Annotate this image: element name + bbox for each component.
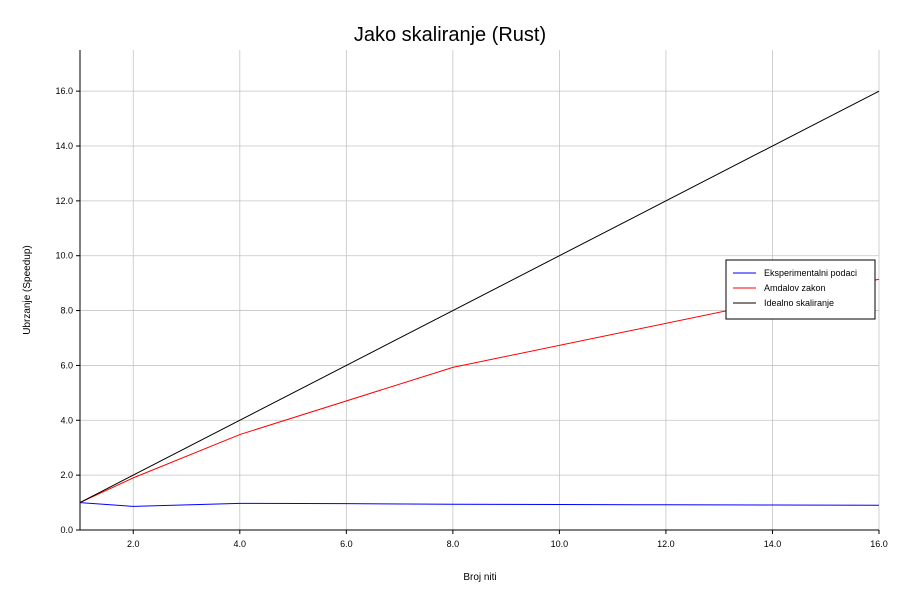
legend-label: Amdalov zakon (764, 283, 826, 293)
series-line-3 (79, 90, 880, 504)
y-tick-label: 16.0 (55, 86, 73, 96)
y-tick-label: 2.0 (60, 470, 73, 480)
x-tick-label: 4.0 (234, 539, 247, 549)
y-tick-label: 4.0 (60, 415, 73, 425)
x-tick-label: 12.0 (657, 539, 675, 549)
series-line-2 (79, 278, 880, 504)
x-tick-label: 2.0 (127, 539, 140, 549)
y-axis-label: Ubrzanje (Speedup) (22, 245, 33, 335)
x-tick-label: 10.0 (551, 539, 569, 549)
y-tick-label: 8.0 (60, 306, 73, 316)
y-ticks: 0.0 2.0 4.0 6.0 8.0 10.0 12.0 14.0 16.0 (55, 86, 80, 535)
x-tick-label: 16.0 (870, 539, 888, 549)
y-tick-label: 12.0 (55, 196, 73, 206)
legend-box (725, 259, 876, 320)
x-tick-label: 8.0 (447, 539, 460, 549)
y-tick-label: 0.0 (60, 525, 73, 535)
x-ticks: 2.0 4.0 6.0 8.0 10.0 12.0 14.0 16.0 (127, 530, 888, 549)
series-lines (79, 90, 880, 507)
legend-items: Eksperimentalni podaci Amdalov zakon Ideal… (733, 268, 857, 308)
legend-label: Eksperimentalni podaci (764, 268, 857, 278)
y-tick-label: 14.0 (55, 141, 73, 151)
axes (79, 50, 879, 531)
x-tick-label: 6.0 (340, 539, 353, 549)
x-tick-label: 14.0 (764, 539, 782, 549)
legend-label: Idealno skaliranje (764, 298, 834, 308)
chart-title: Jako skaliranje (Rust) (354, 24, 546, 46)
y-tick-label: 6.0 (60, 360, 73, 370)
x-axis-label: Broj niti (463, 572, 496, 583)
series-line-1 (79, 502, 880, 507)
legend: Eksperimentalni podaci Amdalov zakon Ideal… (725, 259, 876, 320)
y-tick-label: 10.0 (55, 251, 73, 261)
